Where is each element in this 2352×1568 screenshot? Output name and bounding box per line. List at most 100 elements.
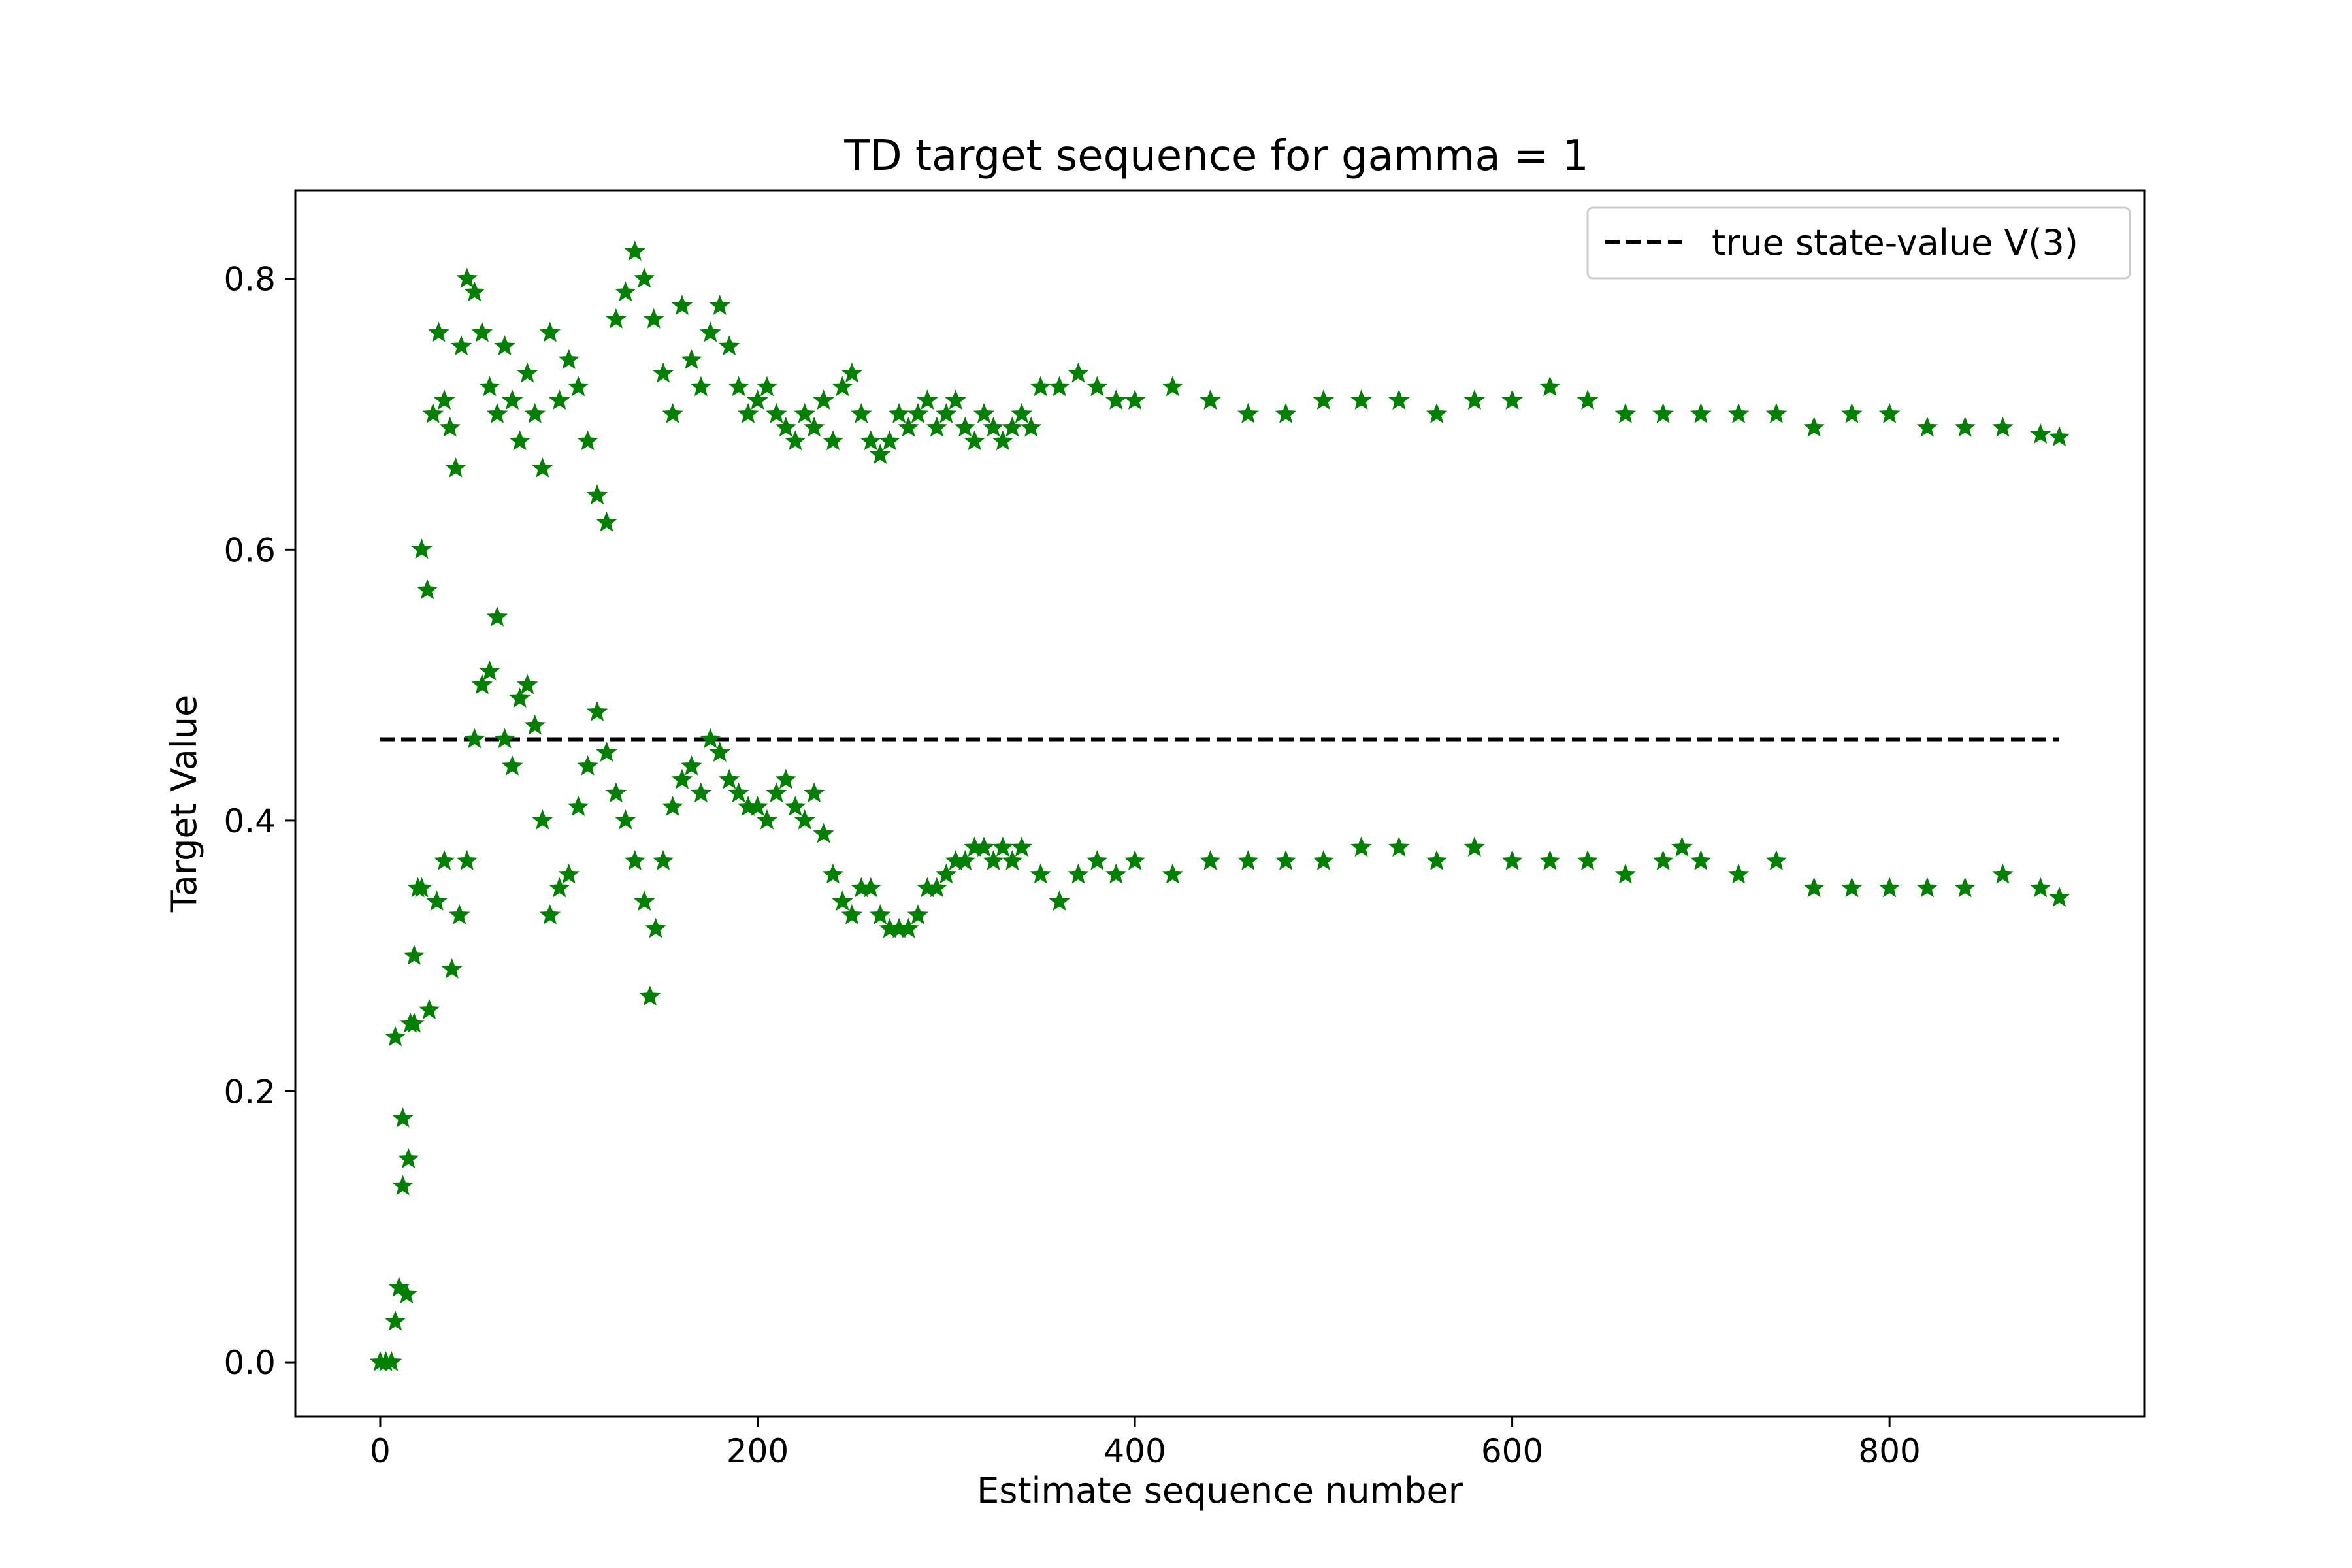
data-point-star — [1200, 850, 1221, 870]
data-point-star — [615, 809, 636, 830]
data-point-star — [624, 850, 646, 870]
data-point-star — [813, 389, 834, 410]
data-point-star — [888, 402, 910, 423]
data-point-star — [954, 850, 976, 870]
x-tick-label: 200 — [727, 1432, 789, 1470]
data-point-star — [700, 321, 721, 342]
data-point-star — [1388, 836, 1410, 857]
data-point-star — [479, 660, 500, 681]
data-point-star — [471, 674, 493, 694]
y-tick-label: 0.8 — [223, 261, 276, 299]
data-point-star — [1162, 863, 1184, 884]
data-point-star — [926, 877, 948, 898]
data-point-star — [1162, 376, 1184, 397]
data-point-star — [945, 389, 966, 410]
data-point-star — [605, 782, 627, 803]
data-point-star — [1576, 850, 1599, 870]
data-point-star — [1105, 389, 1127, 410]
data-point-star — [516, 362, 538, 383]
data-point-star — [1992, 863, 2014, 884]
data-point-star — [1727, 402, 1750, 423]
data-point-star — [1765, 402, 1788, 423]
data-point-star — [662, 796, 683, 816]
data-point-star — [756, 809, 778, 830]
data-point-star — [964, 430, 985, 451]
x-tick-label: 400 — [1103, 1432, 1166, 1470]
data-point-star — [973, 402, 995, 423]
x-tick-label: 600 — [1481, 1432, 1543, 1470]
data-point-star — [652, 850, 674, 870]
data-point-star — [1463, 389, 1486, 410]
data-point-star — [1030, 376, 1051, 397]
legend-label: true state-value V(3) — [1712, 222, 2078, 263]
data-point-star — [456, 850, 478, 870]
data-point-star — [718, 768, 740, 789]
data-point-star — [841, 362, 863, 383]
data-point-star — [441, 958, 463, 979]
data-point-star — [1426, 402, 1448, 423]
data-point-star — [728, 782, 749, 803]
data-point-star — [851, 402, 872, 423]
data-point-star — [879, 430, 900, 451]
data-point-star — [567, 376, 589, 397]
data-point-star — [392, 1107, 414, 1128]
data-point-star — [1765, 850, 1788, 870]
data-point-star — [822, 430, 844, 451]
data-point-star — [1086, 850, 1108, 870]
data-point-star — [992, 430, 1014, 451]
data-point-star — [532, 457, 553, 478]
data-point-star — [634, 267, 655, 288]
data-point-star — [1916, 416, 1938, 437]
data-point-star — [1086, 376, 1108, 397]
chart-title: TD target sequence for gamma = 1 — [843, 132, 1589, 180]
data-point-star — [509, 687, 531, 708]
data-point-star — [1690, 850, 1712, 870]
data-point-star — [898, 416, 919, 437]
data-point-star — [2029, 877, 2051, 898]
data-point-star — [1388, 389, 1410, 410]
data-point-star — [577, 430, 598, 451]
data-point-star — [1105, 863, 1127, 884]
y-tick-label: 0.0 — [223, 1344, 276, 1382]
data-point-star — [418, 999, 440, 1019]
y-tick-label: 0.4 — [223, 802, 276, 840]
data-point-star — [1878, 402, 1901, 423]
data-point-star — [605, 308, 627, 329]
data-point-star — [1350, 836, 1372, 857]
data-point-star — [983, 850, 1004, 870]
data-point-star — [567, 796, 589, 816]
data-point-star — [1954, 877, 1976, 898]
data-point-star — [926, 416, 948, 437]
data-point-star — [501, 755, 523, 776]
data-point-star — [709, 295, 730, 315]
data-point-star — [1011, 836, 1033, 857]
data-point-star — [1002, 416, 1023, 437]
data-point-star — [411, 538, 433, 559]
data-point-star — [384, 1026, 406, 1047]
data-point-star — [596, 511, 617, 532]
data-point-star — [439, 416, 461, 437]
data-point-star — [464, 281, 485, 302]
data-point-star — [433, 389, 455, 410]
data-point-star — [813, 823, 834, 843]
data-point-star — [524, 714, 546, 735]
data-point-star — [524, 402, 546, 423]
data-point-star — [671, 295, 693, 315]
data-point-star — [954, 416, 976, 437]
data-point-star — [643, 308, 664, 329]
data-point-star — [973, 836, 995, 857]
data-point-star — [803, 416, 825, 437]
legend-box — [1586, 206, 2131, 280]
data-point-star — [1049, 376, 1070, 397]
data-point-star — [907, 904, 929, 924]
data-point-star — [860, 877, 881, 898]
data-point-star — [384, 1310, 406, 1331]
data-point-star — [1690, 402, 1712, 423]
data-point-star — [1350, 389, 1372, 410]
data-point-star — [433, 850, 455, 870]
data-point-star — [549, 877, 570, 898]
data-point-star — [445, 457, 466, 478]
data-point-star — [1614, 863, 1637, 884]
data-point-star — [381, 1351, 402, 1371]
